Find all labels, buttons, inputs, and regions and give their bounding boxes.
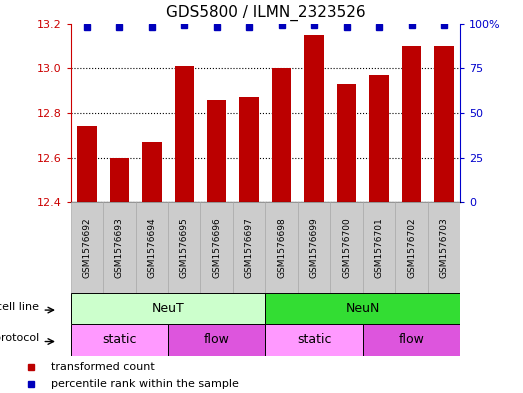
Text: NeuN: NeuN bbox=[346, 302, 380, 315]
Bar bbox=[175, 66, 194, 202]
Text: NeuT: NeuT bbox=[152, 302, 185, 315]
Bar bbox=[428, 202, 460, 293]
Bar bbox=[434, 46, 454, 202]
Bar bbox=[266, 202, 298, 293]
Bar bbox=[304, 35, 324, 202]
Text: GSM1576701: GSM1576701 bbox=[374, 217, 383, 278]
Text: cell line: cell line bbox=[0, 302, 39, 312]
Bar bbox=[142, 142, 162, 202]
Bar bbox=[71, 293, 266, 324]
Bar bbox=[71, 324, 168, 356]
Text: GSM1576696: GSM1576696 bbox=[212, 217, 221, 278]
Text: static: static bbox=[297, 333, 332, 347]
Text: flow: flow bbox=[399, 333, 425, 347]
Bar bbox=[402, 46, 421, 202]
Text: GSM1576694: GSM1576694 bbox=[147, 217, 156, 278]
Bar bbox=[395, 202, 428, 293]
Bar bbox=[363, 324, 460, 356]
Text: static: static bbox=[102, 333, 137, 347]
Text: GSM1576697: GSM1576697 bbox=[245, 217, 254, 278]
Bar bbox=[266, 324, 363, 356]
Bar bbox=[369, 75, 389, 202]
Text: flow: flow bbox=[204, 333, 230, 347]
Text: GSM1576699: GSM1576699 bbox=[310, 217, 319, 278]
Bar bbox=[337, 84, 356, 202]
Text: GSM1576700: GSM1576700 bbox=[342, 217, 351, 278]
Bar bbox=[233, 202, 266, 293]
Bar bbox=[200, 202, 233, 293]
Text: GSM1576695: GSM1576695 bbox=[180, 217, 189, 278]
Text: percentile rank within the sample: percentile rank within the sample bbox=[51, 378, 240, 389]
Text: GSM1576698: GSM1576698 bbox=[277, 217, 286, 278]
Text: GSM1576703: GSM1576703 bbox=[439, 217, 449, 278]
Bar bbox=[77, 127, 97, 202]
Text: protocol: protocol bbox=[0, 333, 39, 343]
Text: GSM1576692: GSM1576692 bbox=[82, 217, 92, 278]
Bar bbox=[363, 202, 395, 293]
Bar bbox=[240, 97, 259, 202]
Text: GSM1576702: GSM1576702 bbox=[407, 217, 416, 278]
Bar bbox=[207, 99, 226, 202]
Bar bbox=[168, 202, 200, 293]
Bar bbox=[168, 324, 266, 356]
Title: GDS5800 / ILMN_2323526: GDS5800 / ILMN_2323526 bbox=[166, 5, 365, 21]
Bar bbox=[266, 293, 460, 324]
Text: GSM1576693: GSM1576693 bbox=[115, 217, 124, 278]
Bar bbox=[71, 202, 103, 293]
Bar bbox=[135, 202, 168, 293]
Bar bbox=[298, 202, 331, 293]
Bar bbox=[272, 68, 291, 202]
Bar bbox=[331, 202, 363, 293]
Bar bbox=[110, 158, 129, 202]
Text: transformed count: transformed count bbox=[51, 362, 155, 372]
Bar bbox=[103, 202, 135, 293]
